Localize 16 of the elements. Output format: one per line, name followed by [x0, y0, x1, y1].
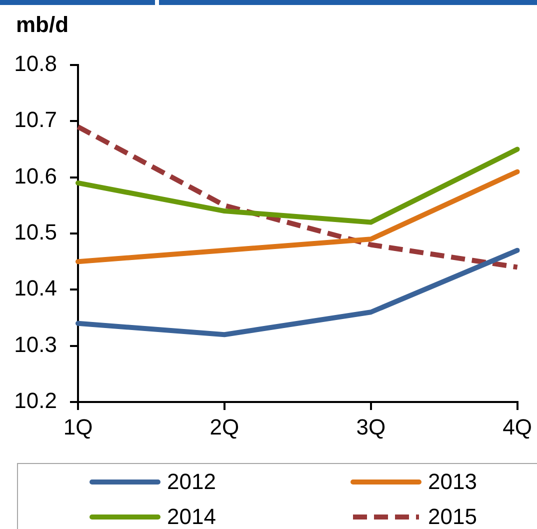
legend-label: 2014 [167, 504, 216, 529]
y-tick-label: 10.6 [14, 163, 57, 188]
legend-label: 2013 [428, 469, 477, 495]
y-axis-title: mb/d [16, 12, 69, 38]
y-tick-label: 10.3 [14, 332, 57, 357]
y-tick-label: 10.8 [14, 51, 57, 76]
legend-label: 2012 [167, 469, 216, 495]
y-tick-label: 10.5 [14, 220, 57, 245]
x-tick-label: 3Q [356, 414, 386, 440]
legend-label: 2015 [428, 504, 477, 529]
x-tick-label: 1Q [63, 414, 93, 440]
x-tick-label: 4Q [502, 414, 532, 440]
y-tick-label: 10.4 [14, 276, 57, 301]
y-tick-label: 10.2 [14, 388, 57, 414]
y-tick-label: 10.7 [14, 107, 57, 132]
x-tick-label: 2Q [210, 414, 240, 440]
